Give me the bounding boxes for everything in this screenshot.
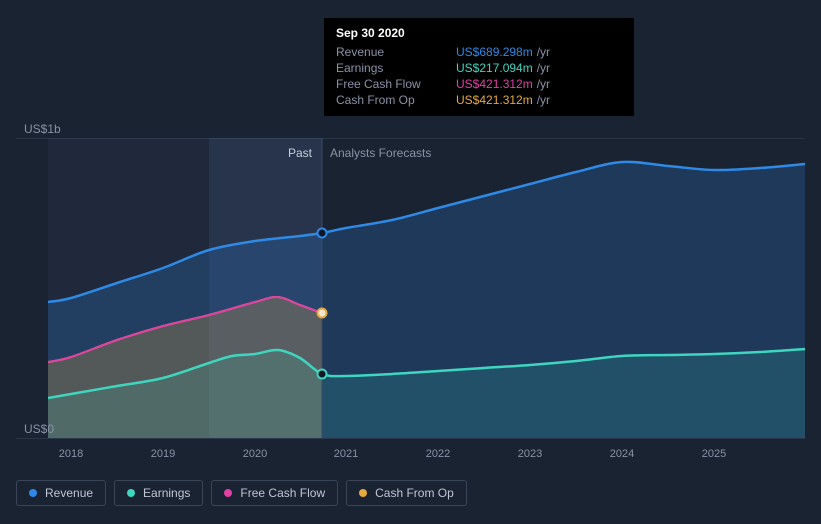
tooltip-date: Sep 30 2020 (336, 26, 622, 40)
x-axis-label: 2023 (518, 448, 542, 460)
tooltip-metric-label: Revenue (336, 45, 456, 59)
legend-label: Free Cash Flow (240, 486, 325, 500)
legend-dot-icon (127, 489, 135, 497)
tooltip-metric-label: Cash From Op (336, 93, 456, 107)
tooltip-metric-label: Free Cash Flow (336, 77, 456, 91)
tooltip-metric-unit: /yr (537, 77, 550, 91)
tooltip-metric-unit: /yr (537, 61, 550, 75)
legend-item-cash-from-op[interactable]: Cash From Op (346, 480, 467, 506)
tooltip-row: RevenueUS$689.298m/yr (336, 44, 622, 60)
legend-label: Earnings (143, 486, 190, 500)
legend-item-revenue[interactable]: Revenue (16, 480, 106, 506)
legend: Revenue Earnings Free Cash Flow Cash From O… (16, 480, 467, 506)
tooltip-metric-value: US$421.312m (456, 77, 533, 91)
x-axis-label: 2021 (334, 448, 358, 460)
legend-label: Cash From Op (375, 486, 454, 500)
legend-item-earnings[interactable]: Earnings (114, 480, 203, 506)
x-axis-label: 2018 (59, 448, 83, 460)
x-axis-label: 2025 (702, 448, 726, 460)
x-axis-label: 2019 (151, 448, 175, 460)
section-label-past: Past (288, 146, 312, 160)
x-axis-label: 2020 (243, 448, 267, 460)
legend-item-free-cash-flow[interactable]: Free Cash Flow (211, 480, 338, 506)
chart-tooltip: Sep 30 2020 RevenueUS$689.298m/yrEarning… (324, 18, 634, 116)
legend-label: Revenue (45, 486, 93, 500)
tooltip-metric-value: US$689.298m (456, 45, 533, 59)
tooltip-metric-unit: /yr (537, 45, 550, 59)
tooltip-metric-value: US$421.312m (456, 93, 533, 107)
tooltip-metric-value: US$217.094m (456, 61, 533, 75)
x-axis-label: 2022 (426, 448, 450, 460)
y-axis-label: US$1b (24, 122, 61, 136)
y-axis-label: US$0 (24, 422, 54, 436)
legend-dot-icon (29, 489, 37, 497)
x-axis-label: 2024 (610, 448, 634, 460)
financial-forecast-chart: US$1b US$0 Past Analysts Forecasts 2018 20… (0, 0, 821, 524)
tooltip-row: EarningsUS$217.094m/yr (336, 60, 622, 76)
tooltip-metric-unit: /yr (537, 93, 550, 107)
legend-dot-icon (224, 489, 232, 497)
tooltip-metric-label: Earnings (336, 61, 456, 75)
legend-dot-icon (359, 489, 367, 497)
tooltip-row: Free Cash FlowUS$421.312m/yr (336, 76, 622, 92)
tooltip-row: Cash From OpUS$421.312m/yr (336, 92, 622, 108)
section-label-forecast: Analysts Forecasts (330, 146, 431, 160)
